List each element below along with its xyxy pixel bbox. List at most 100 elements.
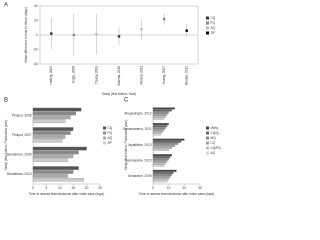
x-tick-label: 10 <box>167 186 171 190</box>
x-tick-label: Hadley, 2009 <box>49 66 53 85</box>
bar <box>152 154 172 157</box>
legend-swatch <box>103 131 106 135</box>
bar <box>32 115 71 120</box>
x-tick-label: 15 <box>71 186 75 190</box>
point <box>117 35 121 38</box>
figure: A -40 -20 0 20 40 Hadley, 2009 Engle, 2006 Trask… <box>4 3 222 196</box>
bar <box>152 164 165 167</box>
x-tick-label: 30 <box>198 186 202 190</box>
y-tick-label: Phulpur, 2008 <box>12 114 32 118</box>
bar <box>32 139 63 143</box>
legend-label: MQ <box>211 136 217 140</box>
legend-label: Mefq <box>211 126 218 130</box>
x-tick-label: Hoang, 2007 <box>162 66 166 84</box>
legend-label: CQ <box>108 126 113 130</box>
legend-swatch <box>103 126 106 130</box>
y-tick-label: Gunawardena, 2011 <box>123 127 152 131</box>
legend-swatch <box>206 141 209 145</box>
y-tick-label: -40 <box>33 62 38 66</box>
bar <box>32 150 79 155</box>
x-tick-label: Bhutan, 2012 <box>185 66 189 85</box>
legend-label: CQ <box>211 16 216 20</box>
bar <box>32 135 66 139</box>
bar <box>152 125 168 128</box>
legend-label: AQ <box>108 136 113 140</box>
x-tick-label: Trasky, 2009 <box>94 66 98 84</box>
bar <box>152 113 168 116</box>
bar <box>152 171 174 174</box>
point <box>95 33 98 36</box>
x-tick-label: 10 <box>58 186 62 190</box>
x-tick-label: Sharma, 2010 <box>117 66 121 86</box>
bar <box>152 109 172 112</box>
x-tick-label: 0 <box>152 186 154 190</box>
bar <box>152 176 171 179</box>
legend-label: PQ <box>211 21 216 25</box>
y-axis-title: Mean difference in time to return (days) <box>24 7 28 63</box>
legend-swatch <box>206 16 209 20</box>
point <box>162 17 166 21</box>
y-tick-label: 20 <box>34 18 38 22</box>
legend-swatch <box>206 21 209 25</box>
legend-swatch <box>103 141 106 145</box>
bar <box>32 158 68 163</box>
bar <box>152 142 179 145</box>
bar <box>152 149 169 152</box>
y-axis-title: Study (first Author, Publication year) <box>124 120 128 171</box>
bar <box>152 147 172 149</box>
x-tick-label: Ahmed, 2011 <box>139 66 143 85</box>
x-axis-title: Study (first Author, Year) <box>102 92 136 96</box>
point <box>140 28 143 31</box>
legend-label: CQ <box>211 141 216 145</box>
bar <box>152 162 166 165</box>
bar <box>152 156 171 159</box>
bar <box>32 154 74 159</box>
legend-swatch <box>206 151 209 155</box>
legend-swatch <box>206 31 209 35</box>
y-tick-label: 0 <box>36 33 38 37</box>
bar <box>152 129 165 132</box>
legend-label: CQ/PQ <box>211 146 222 150</box>
legend-label: SP <box>211 31 215 35</box>
x-tick-label: 25 <box>98 186 102 190</box>
bar <box>32 170 74 174</box>
point <box>185 29 188 32</box>
legend-label: CQ/Q <box>211 131 220 135</box>
bar <box>32 111 76 116</box>
bar <box>152 133 161 136</box>
x-axis-title: Time to assess fever/sickness after inde… <box>139 192 215 196</box>
legend-swatch <box>206 131 209 135</box>
x-tick-label: 20 <box>85 186 89 190</box>
x-tick-label: 5 <box>46 186 48 190</box>
bar <box>32 146 87 151</box>
bar <box>152 174 172 176</box>
y-tick-label: Abeyasinghe, 2012 <box>124 112 152 116</box>
bar <box>32 166 79 170</box>
x-axis-title: Time to assess fever/sickness after inde… <box>29 192 105 196</box>
y-tick-label: -20 <box>33 47 38 51</box>
y-tick-label: Bandarban, 2010 <box>7 172 32 176</box>
bar <box>152 115 166 118</box>
legend-swatch <box>206 136 209 140</box>
bar <box>32 127 74 131</box>
y-tick-label: Karunaratne, 2010 <box>125 158 152 162</box>
y-axis-title: Study (first Author, Publication year) <box>4 120 8 171</box>
bar <box>152 144 176 147</box>
bar <box>152 107 176 110</box>
bar <box>152 117 165 120</box>
legend-swatch <box>103 136 106 140</box>
bar <box>32 119 66 124</box>
bar <box>152 178 169 181</box>
bar <box>152 123 169 126</box>
bar <box>152 180 168 183</box>
point <box>50 32 53 35</box>
panel-label: C <box>124 98 129 104</box>
bar <box>32 178 84 182</box>
bar <box>32 131 71 135</box>
legend-label: SP <box>108 141 112 145</box>
bar <box>152 111 169 114</box>
bar <box>152 169 177 172</box>
bar <box>152 131 163 134</box>
page: {"chart_data": [ {"type": "errorbar", "p… <box>3 2 222 196</box>
bar <box>152 127 166 130</box>
